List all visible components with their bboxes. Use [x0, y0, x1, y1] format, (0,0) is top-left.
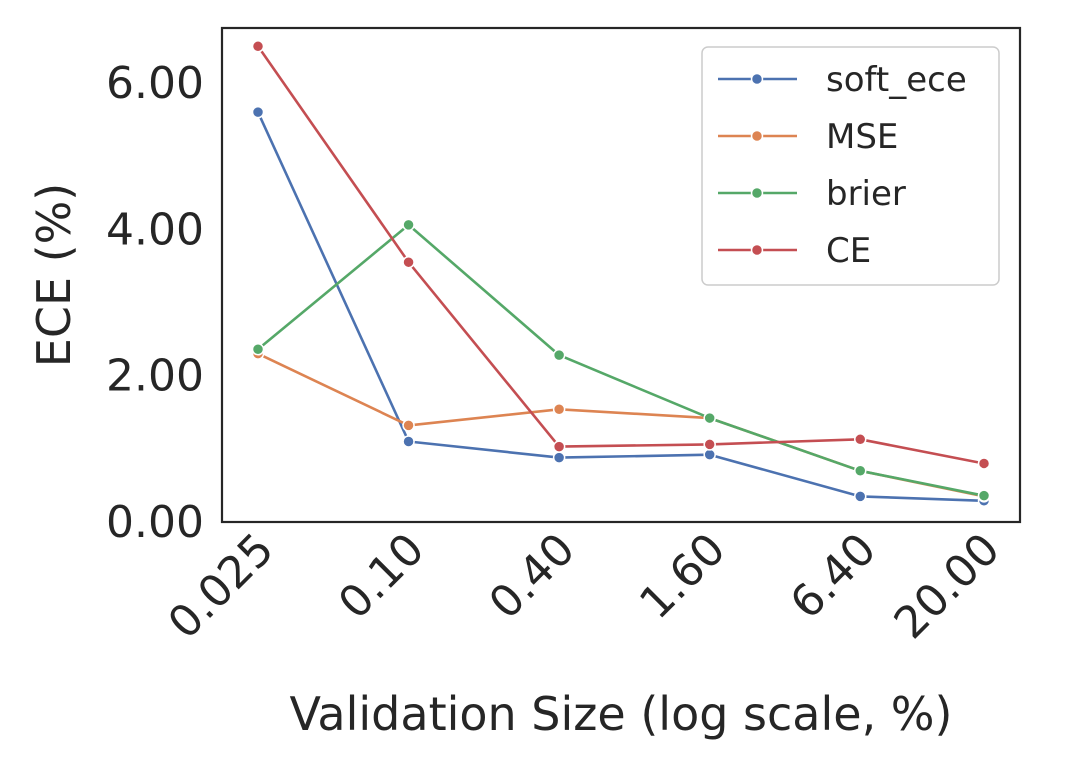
y-axis-label: ECE (%): [27, 183, 81, 367]
legend-item-soft_ece: soft_ece: [718, 60, 967, 100]
x-axis-label: Validation Size (log scale, %): [290, 687, 953, 741]
y-tick-label: 6.00: [106, 58, 204, 109]
legend-label: MSE: [826, 117, 898, 157]
data-point-soft_ece: [853, 490, 867, 503]
x-tick-label: 1.60: [630, 524, 735, 629]
legend-label: brier: [826, 174, 906, 214]
data-point-soft_ece: [552, 451, 566, 464]
x-tick-label: 0.10: [329, 524, 434, 629]
data-point-soft_ece: [251, 105, 265, 119]
series-MSE: [251, 347, 991, 503]
legend: soft_ece MSE brier CE: [701, 46, 1000, 286]
legend-label: soft_ece: [826, 60, 967, 100]
y-tick-label: 2.00: [106, 351, 204, 402]
plot-area: [251, 40, 991, 508]
data-point-CE: [251, 40, 265, 53]
data-point-brier: [251, 343, 265, 356]
y-tick-label: 4.00: [106, 204, 204, 255]
legend-box: [701, 46, 1000, 286]
legend-marker: [750, 72, 764, 86]
series-line-brier: [257, 223, 985, 497]
data-point-CE: [853, 433, 867, 446]
series-brier: [251, 218, 991, 502]
legend-label: CE: [826, 231, 871, 271]
legend-marker: [750, 129, 764, 143]
data-point-CE: [402, 255, 415, 269]
x-tick-label: 20.00: [885, 524, 1010, 649]
x-tick-label: 0.40: [480, 524, 585, 629]
data-point-CE: [703, 438, 716, 451]
series-line-soft_ece: [256, 111, 985, 503]
legend-item-MSE: MSE: [718, 117, 898, 157]
legend-item-CE: CE: [718, 231, 871, 271]
data-point-CE: [552, 440, 566, 453]
data-point-MSE: [552, 403, 566, 416]
data-point-soft_ece: [703, 448, 716, 461]
data-point-CE: [977, 457, 991, 470]
data-point-brier: [402, 218, 415, 232]
data-point-brier: [977, 489, 991, 502]
y-tick-label: 0.00: [106, 497, 204, 548]
legend-item-brier: brier: [718, 174, 906, 214]
legend-marker: [750, 186, 764, 200]
data-point-brier: [552, 348, 566, 362]
legend-marker: [750, 243, 764, 257]
series-line-CE: [256, 45, 985, 465]
data-point-soft_ece: [402, 435, 415, 448]
data-point-brier: [703, 411, 716, 425]
data-point-MSE: [402, 419, 415, 432]
series-CE: [251, 40, 991, 470]
data-point-brier: [853, 464, 867, 478]
plot-frame: [220, 26, 1022, 524]
x-tick-label: 6.40: [781, 524, 886, 629]
